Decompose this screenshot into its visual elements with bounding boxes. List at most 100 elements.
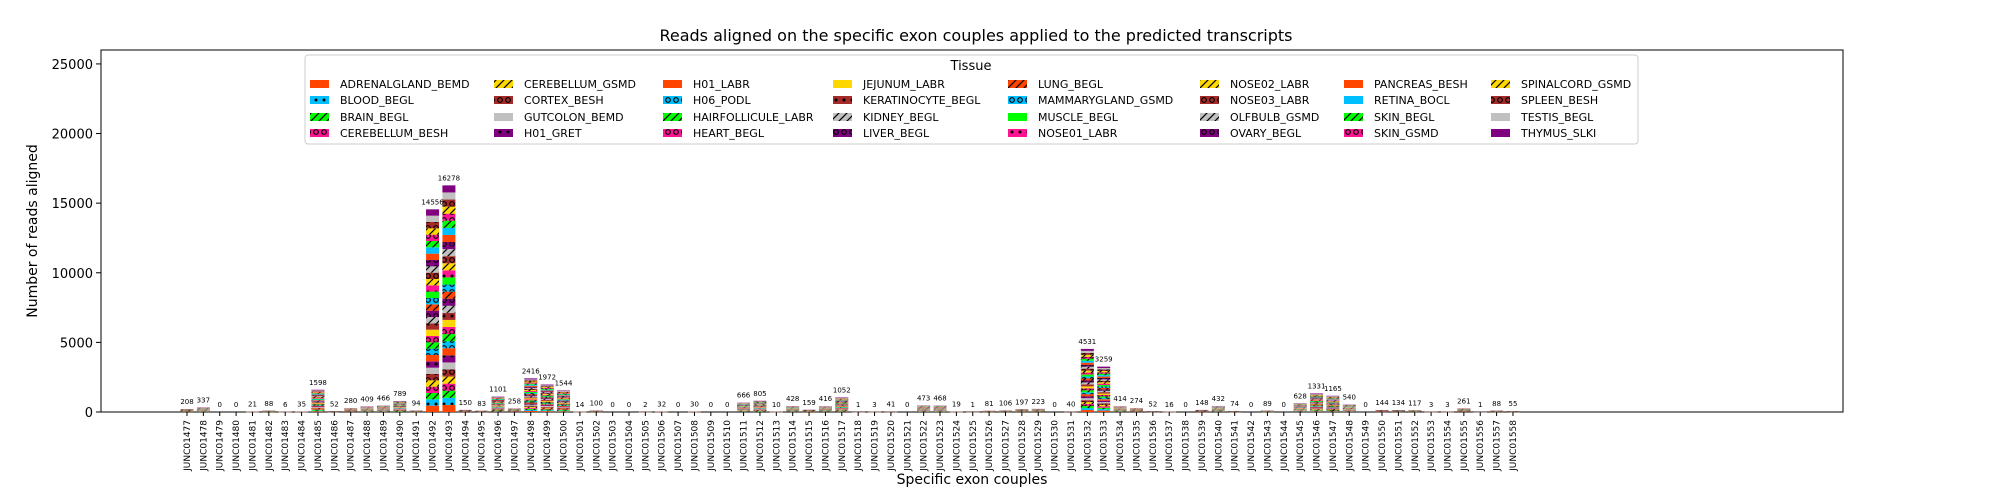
stacked-bar xyxy=(1408,410,1422,413)
bar-segment xyxy=(524,406,538,408)
bar-segment xyxy=(1097,396,1111,398)
bar-value-label: 1165 xyxy=(1324,385,1342,393)
bar-segment xyxy=(1097,394,1111,397)
bar-segment xyxy=(1310,400,1324,402)
legend-swatch xyxy=(310,129,329,137)
x-tick-label: JUNC01512 xyxy=(756,420,766,472)
stacked-bar xyxy=(426,209,440,412)
x-tick-label: JUNC01478 xyxy=(199,420,209,472)
bar-segment xyxy=(1080,356,1094,359)
bar-segment xyxy=(1326,399,1340,401)
x-tick-label: JUNC01532 xyxy=(1083,420,1093,472)
stacked-bar xyxy=(1310,393,1324,412)
x-tick-label: JUNC01546 xyxy=(1313,420,1323,472)
y-tick-label: 5000 xyxy=(60,336,93,351)
stacked-bar xyxy=(1326,395,1340,412)
bar-segment xyxy=(311,409,325,410)
bar-value-label: 55 xyxy=(1509,400,1518,408)
bar-segment xyxy=(311,405,325,407)
bar-value-label: 197 xyxy=(1015,398,1028,406)
x-tick-label: JUNC01496 xyxy=(494,420,504,472)
bar-segment xyxy=(524,379,538,381)
bar-segment xyxy=(1080,382,1094,385)
legend-swatch xyxy=(1008,129,1027,137)
stacked-bar xyxy=(1015,409,1029,413)
bar-segment xyxy=(311,398,325,399)
bar-value-label: 1 xyxy=(1478,401,1482,409)
stacked-bar xyxy=(1457,408,1471,413)
bar-segment xyxy=(311,396,325,398)
bar-segment xyxy=(524,394,538,396)
bar-segment xyxy=(1326,396,1340,397)
bar-segment xyxy=(540,398,554,400)
bar-segment xyxy=(1080,394,1094,397)
bar-segment xyxy=(1097,406,1111,408)
bar-segment xyxy=(524,387,538,389)
x-tick-label: JUNC01492 xyxy=(429,420,439,472)
x-tick-label: JUNC01531 xyxy=(1067,420,1077,472)
legend-item: NOSE01_LABR xyxy=(1008,127,1118,140)
x-tick-label: JUNC01517 xyxy=(838,420,848,472)
bar-segment xyxy=(1097,390,1111,393)
bar-segment xyxy=(1326,396,1340,398)
legend-swatch xyxy=(663,129,682,137)
bar-segment xyxy=(311,410,325,412)
bar-value-label: 117 xyxy=(1408,399,1421,407)
bar-segment xyxy=(1326,403,1340,405)
legend-item: JEJUNUM_LABR xyxy=(833,78,945,91)
bar-segment xyxy=(426,298,440,305)
bar-segment xyxy=(1326,408,1340,409)
legend-swatch xyxy=(1200,80,1219,88)
bar-segment xyxy=(1080,366,1094,369)
x-tick-label: JUNC01480 xyxy=(232,420,242,472)
bar-segment xyxy=(1310,395,1324,396)
bar-value-label: 94 xyxy=(412,400,421,408)
y-tick-label: 15000 xyxy=(52,197,93,212)
bar-segment xyxy=(426,304,440,311)
legend-item: TESTIS_BEGL xyxy=(1491,111,1594,124)
y-axis-label: Number of reads aligned xyxy=(25,144,41,318)
bar-segment xyxy=(1097,404,1111,407)
bar-value-label: 1544 xyxy=(555,380,573,388)
bar-segment xyxy=(557,398,571,400)
bar-segment xyxy=(1310,406,1324,407)
legend-item: HAIRFOLLICULE_LABR xyxy=(663,111,814,124)
bar-segment xyxy=(557,400,571,402)
bar-segment xyxy=(1080,392,1094,395)
bar-segment xyxy=(1326,402,1340,404)
x-tick-label: JUNC01516 xyxy=(821,420,831,472)
bar-segment xyxy=(1097,370,1111,373)
legend-label: KIDNEY_BEGL xyxy=(863,111,939,124)
legend-swatch xyxy=(833,129,852,137)
stacked-bar xyxy=(1080,348,1094,412)
bar-value-label: 0 xyxy=(905,401,909,409)
bar-segment xyxy=(426,253,440,261)
bar-value-label: 30 xyxy=(690,401,699,409)
bar-segment xyxy=(311,397,325,399)
x-tick-label: JUNC01503 xyxy=(609,420,619,472)
bar-segment xyxy=(1097,410,1111,412)
bar-segment xyxy=(540,393,554,394)
bar-segment xyxy=(1310,402,1324,403)
legend-label: OLFBULB_GSMD xyxy=(1230,111,1319,124)
bar-segment xyxy=(442,277,456,285)
bar-segment xyxy=(524,409,538,411)
legend-label: CEREBELLUM_BESH xyxy=(340,127,448,140)
bar-segment xyxy=(1326,405,1340,407)
legend-label: RETINA_BOCL xyxy=(1374,94,1451,107)
bar-segment xyxy=(311,406,325,408)
bar-value-label: 258 xyxy=(508,397,521,405)
bar-segment xyxy=(1326,410,1340,411)
bar-segment xyxy=(524,403,538,405)
bar-value-label: 40 xyxy=(1067,400,1076,408)
bar-segment xyxy=(540,410,554,412)
bar-segment xyxy=(540,387,554,389)
bar-segment xyxy=(426,285,440,292)
legend-label: TESTIS_BEGL xyxy=(1520,111,1594,124)
x-tick-label: JUNC01482 xyxy=(265,420,275,472)
bar-value-label: 337 xyxy=(197,396,210,404)
legend-swatch xyxy=(1008,96,1027,104)
bar-segment xyxy=(1310,402,1324,404)
bar-value-label: 89 xyxy=(1263,400,1272,408)
legend: Tissue ADRENALGLAND_BEMD BLOOD_BEGL BRAIN_… xyxy=(304,54,1639,145)
